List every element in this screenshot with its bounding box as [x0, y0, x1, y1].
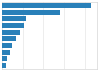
Bar	[2, 16, 26, 21]
Bar	[2, 56, 6, 61]
Bar	[2, 23, 24, 28]
Bar	[2, 10, 60, 15]
Bar	[2, 50, 10, 55]
Bar	[2, 43, 12, 48]
Bar	[2, 30, 20, 35]
Bar	[2, 36, 16, 41]
Bar	[2, 3, 91, 8]
Bar	[2, 63, 6, 68]
